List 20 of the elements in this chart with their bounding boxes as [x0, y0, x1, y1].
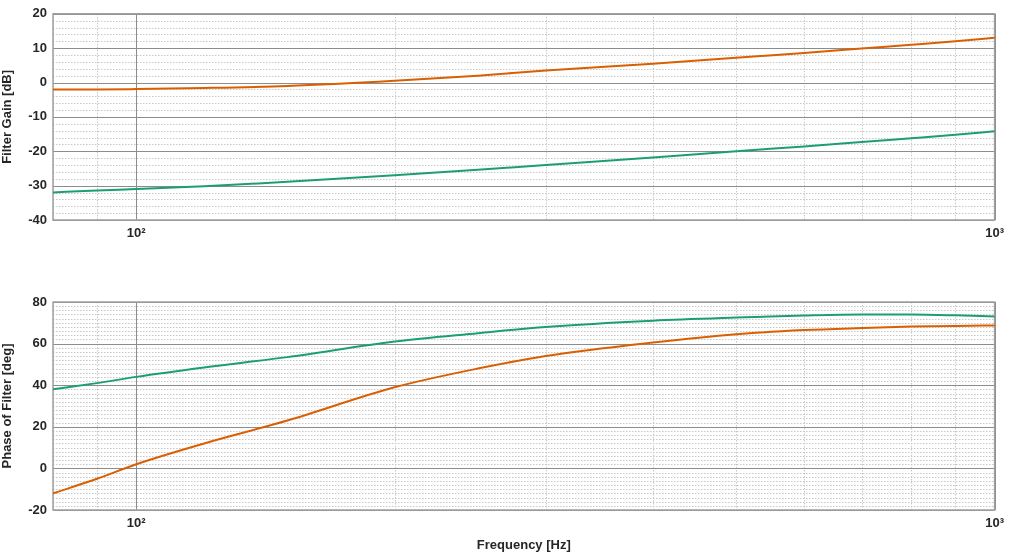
x-tick-label: 10³: [985, 515, 1005, 531]
y-tick-label: -30: [28, 177, 47, 193]
y-tick-label: 80: [32, 293, 47, 309]
x-tick-label: 10²: [126, 515, 147, 531]
y-tick-label: -40: [28, 211, 47, 227]
y-tick-label: -20: [28, 142, 47, 158]
y-tick-label: -20: [28, 501, 47, 517]
x-axis-title: Frequency [Hz]: [476, 536, 571, 552]
x-tick-label: 10²: [126, 225, 147, 241]
y-tick-label: 60: [32, 335, 47, 351]
y-tick-label: 0: [39, 74, 47, 90]
y-tick-label: 40: [32, 376, 47, 392]
y-axis-title: Filter Gain [dB]: [0, 69, 15, 164]
y-axis-title: Phase of Filter [deg]: [0, 343, 15, 469]
y-tick-label: -10: [28, 108, 47, 124]
x-tick-label: 10³: [985, 225, 1005, 241]
y-tick-label: 20: [32, 418, 47, 434]
y-tick-label: 10: [32, 39, 47, 55]
y-tick-label: 0: [39, 459, 47, 475]
y-tick-label: 20: [32, 5, 47, 21]
